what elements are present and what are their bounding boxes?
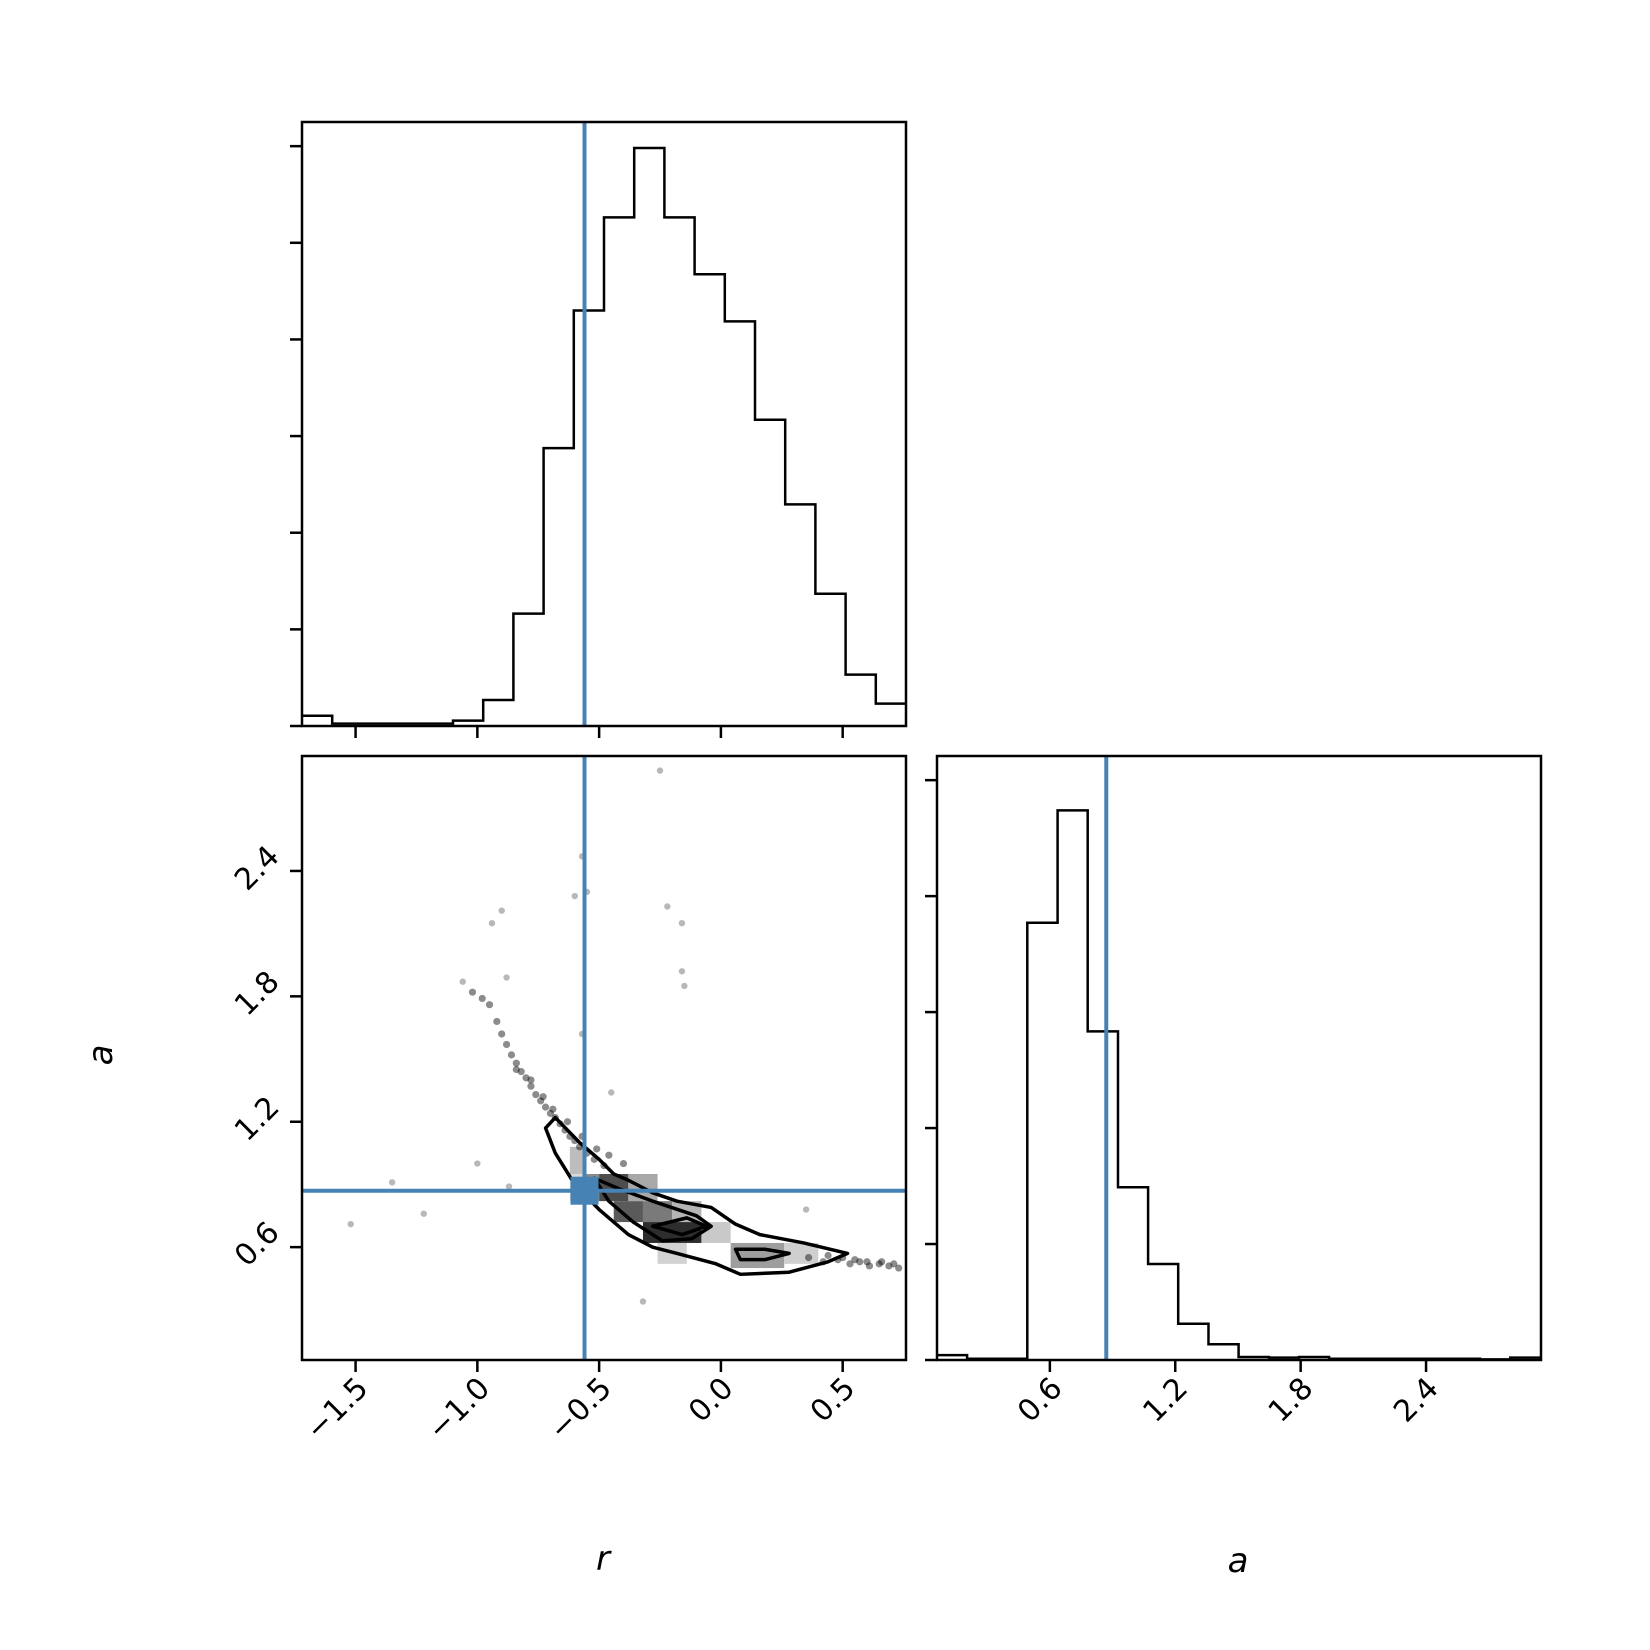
sample-point [517, 1067, 525, 1076]
sample-point [804, 1253, 813, 1262]
sample-point [549, 1105, 557, 1113]
sample-point [459, 978, 466, 985]
x-axis-label-a: a [1228, 1541, 1249, 1581]
density-cell [613, 1201, 643, 1223]
sample-point [532, 1090, 540, 1099]
r-vs-a-scatter-panel: 0.6 1.2 1.8 2.4 −1.5 −1.0 −0.5 0.0 0.5 [228, 754, 908, 1447]
x-tick-label-r: −1.5 [299, 1371, 375, 1447]
sample-point [527, 1082, 535, 1090]
density-contour [650, 1216, 709, 1237]
sample-point [478, 994, 486, 1003]
density-contour [543, 1115, 850, 1277]
histogram-step-line [937, 809, 1541, 1361]
panel-frame [300, 754, 908, 1362]
sample-point [420, 1210, 427, 1217]
sample-point [856, 1258, 864, 1266]
sample-point [863, 1258, 871, 1266]
sample-point [488, 919, 496, 927]
x-tick-label-r: 0.0 [682, 1371, 740, 1429]
sample-point [678, 968, 686, 975]
x-tick-label-r: 0.5 [804, 1371, 862, 1429]
x-tick-label-r: −0.5 [543, 1371, 619, 1447]
sample-point [539, 1093, 547, 1101]
density-contour [733, 1247, 791, 1262]
sample-point [878, 1258, 886, 1266]
scatter-plot-area [302, 756, 906, 1360]
r-histogram-panel [290, 120, 908, 738]
sample-point [512, 1065, 520, 1074]
sample-point [608, 1089, 615, 1096]
density-cell [569, 1146, 585, 1174]
sample-point [498, 907, 505, 914]
sample-point [890, 1260, 898, 1268]
sample-point [678, 919, 686, 927]
sample-point [605, 1151, 613, 1159]
sample-point [507, 1051, 516, 1059]
sample-point [865, 1262, 874, 1270]
y-tick-label-a: 0.6 [228, 1215, 286, 1273]
sample-point [503, 974, 510, 981]
y-tick-label-a: 1.8 [228, 964, 286, 1022]
sample-point [388, 1179, 396, 1186]
panel-frame [935, 754, 1543, 1362]
sample-point [681, 982, 688, 990]
x-axis-label-r: r [596, 1539, 612, 1579]
histogram-step-line [302, 146, 906, 725]
x-tick-label-r: −1.0 [421, 1371, 497, 1447]
sample-point [347, 1220, 354, 1228]
a-histogram-panel: 0.6 1.2 1.8 2.4 [925, 754, 1543, 1429]
sample-point [656, 767, 664, 774]
x-tick-label-a: 1.8 [1262, 1371, 1320, 1429]
sample-point [802, 1206, 810, 1213]
sample-point [875, 1260, 883, 1268]
sample-point [493, 1017, 501, 1026]
density-contour [592, 1176, 713, 1243]
sample-point [527, 1076, 535, 1084]
sample-point [474, 1160, 481, 1167]
sample-point [846, 1260, 854, 1268]
sample-point [546, 1109, 555, 1117]
sample-point [537, 1097, 545, 1105]
panel-frame [300, 120, 908, 728]
sample-point [851, 1256, 859, 1264]
sample-point [541, 1103, 550, 1111]
density-cell [784, 1242, 819, 1264]
y-axis-label-a: a [81, 1045, 121, 1066]
sample-point [522, 1074, 530, 1082]
sample-point [502, 1040, 511, 1049]
y-tick-label-a: 2.4 [228, 839, 286, 897]
sample-point [563, 1118, 572, 1126]
x-tick-label-a: 1.2 [1136, 1371, 1194, 1429]
sample-point [498, 1030, 506, 1038]
sample-point [639, 1298, 647, 1305]
sample-point [895, 1264, 903, 1272]
sample-point [824, 1251, 832, 1260]
sample-point [885, 1262, 893, 1270]
sample-point [485, 1001, 494, 1009]
sample-point [571, 892, 578, 900]
sample-point [593, 1145, 601, 1153]
truth-marker [570, 1176, 599, 1205]
x-tick-label-a: 0.6 [1011, 1371, 1069, 1429]
sample-point [664, 903, 671, 910]
sample-point [505, 1183, 513, 1190]
sample-point [468, 988, 477, 996]
x-tick-label-a: 2.4 [1387, 1371, 1445, 1429]
sample-point [619, 1159, 628, 1168]
sample-point [512, 1059, 520, 1067]
y-tick-label-a: 1.2 [228, 1090, 286, 1148]
